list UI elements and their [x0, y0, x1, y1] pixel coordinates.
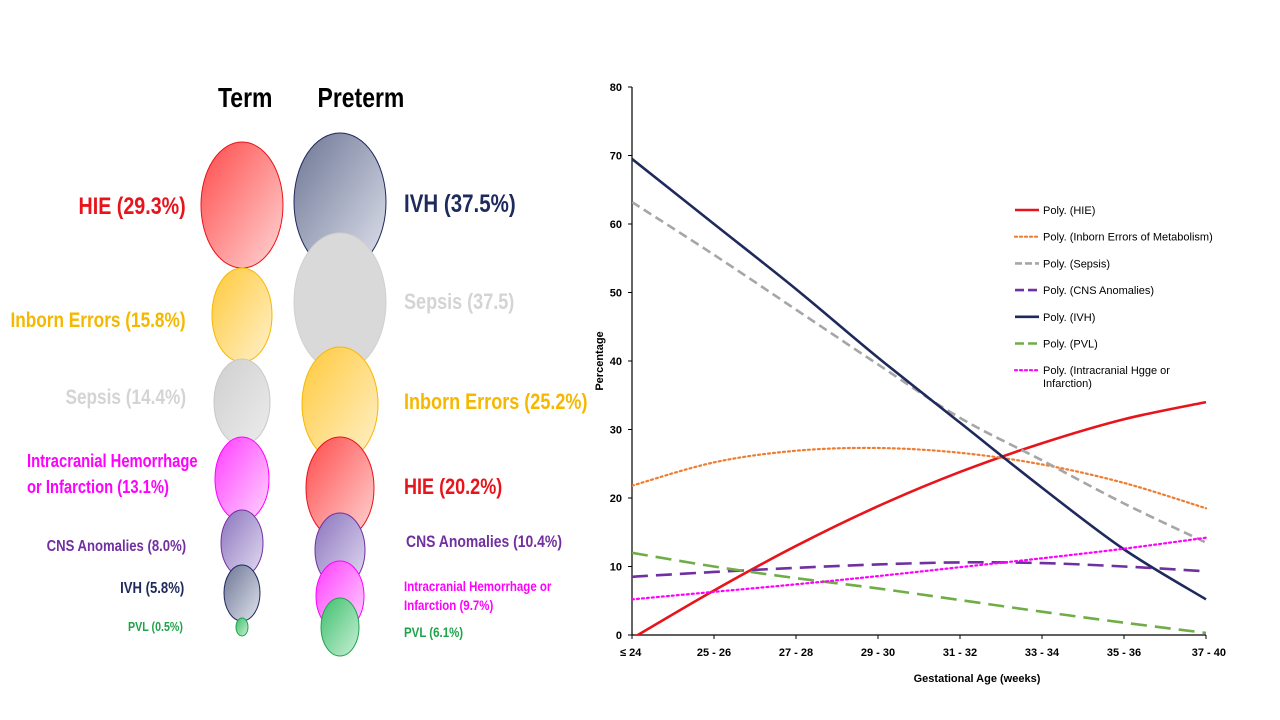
preterm-label-inborn-errors: Inborn Errors (25.2%): [404, 389, 588, 414]
x-axis-title: Gestational Age (weeks): [914, 673, 1041, 685]
x-tick-label: 25 - 26: [697, 647, 731, 659]
preterm-bubble-pvl: [320, 597, 360, 657]
preterm-label-intracranial-line1: Intracranial Hemorrhage or: [404, 578, 552, 594]
term-column-title: Term: [217, 82, 273, 113]
chart-axes: 0 10 20 30 40 50 60 70 80 ≤ 24 25 - 26 27 - 28 29 - …: [610, 82, 1226, 659]
legend-label-line2: Infarction): [1043, 378, 1092, 390]
legend-label: Poly. (Inborn Errors of Metabolism): [1043, 232, 1213, 244]
legend-label: Poly. (IVH): [1043, 312, 1095, 324]
y-tick-label: 30: [610, 425, 622, 437]
x-tick-label: 31 - 32: [943, 647, 977, 659]
chart-legend: Poly. (HIE) Poly. (Inborn Errors of Metab…: [1013, 205, 1213, 390]
legend-label: Poly. (PVL): [1043, 339, 1098, 351]
term-label-cns-anomalies: CNS Anomalies (8.0%): [46, 538, 186, 555]
y-tick-label: 20: [610, 493, 622, 505]
y-tick-label: 50: [610, 288, 622, 300]
y-tick-label: 40: [610, 356, 622, 368]
term-label-inborn-errors: Inborn Errors (15.8%): [10, 309, 186, 332]
term-label-intracranial-line1: Intracranial Hemorrhage: [27, 451, 198, 471]
series-line-1: [632, 446, 1208, 510]
preterm-label-cns-anomalies: CNS Anomalies (10.4%): [406, 532, 562, 551]
preterm-column-title: Preterm: [317, 82, 405, 113]
series-line-0: [635, 400, 1207, 635]
term-label-intracranial-line2: or Infarction (13.1%): [27, 477, 169, 497]
x-tick-label: 33 - 34: [1025, 647, 1060, 659]
legend-label: Poly. (CNS Anomalies): [1043, 285, 1154, 297]
preterm-label-pvl: PVL (6.1%): [404, 624, 464, 640]
term-bubble-pvl: [235, 617, 249, 637]
y-tick-label: 70: [610, 151, 622, 163]
term-label-ivh: IVH (5.8%): [119, 580, 184, 597]
y-tick-label: 60: [610, 219, 622, 231]
y-tick-label: 0: [616, 630, 622, 642]
series-line-5: [632, 551, 1207, 635]
bubble-panel: [200, 132, 387, 657]
preterm-label-intracranial-line2: Infarction (9.7%): [404, 597, 494, 613]
x-tick-label: 29 - 30: [861, 647, 895, 659]
chart-series: [632, 157, 1208, 635]
series-line-6: [632, 536, 1208, 601]
legend-label: Poly. (Sepsis): [1043, 258, 1110, 270]
term-label-sepsis: Sepsis (14.4%): [65, 386, 186, 409]
series-line-4: [632, 157, 1207, 601]
y-axis-title: Percentage: [594, 331, 606, 390]
x-tick-label: ≤ 24: [620, 647, 642, 659]
y-tick-label: 10: [610, 562, 622, 574]
x-tick-label: 35 - 36: [1107, 647, 1141, 659]
term-label-hie: HIE (29.3%): [78, 193, 186, 220]
y-tick-label: 80: [610, 82, 622, 94]
legend-label: Poly. (Intracranial Hgge or: [1043, 365, 1170, 377]
legend-label: Poly. (HIE): [1043, 205, 1095, 217]
x-tick-label: 37 - 40: [1192, 647, 1226, 659]
series-line-3: [632, 561, 1207, 579]
x-tick-label: 27 - 28: [779, 647, 813, 659]
preterm-label-hie: HIE (20.2%): [404, 474, 503, 499]
preterm-label-ivh: IVH (37.5%): [404, 190, 516, 218]
term-label-pvl: PVL (0.5%): [128, 619, 183, 634]
preterm-label-sepsis: Sepsis (37.5): [404, 289, 515, 314]
